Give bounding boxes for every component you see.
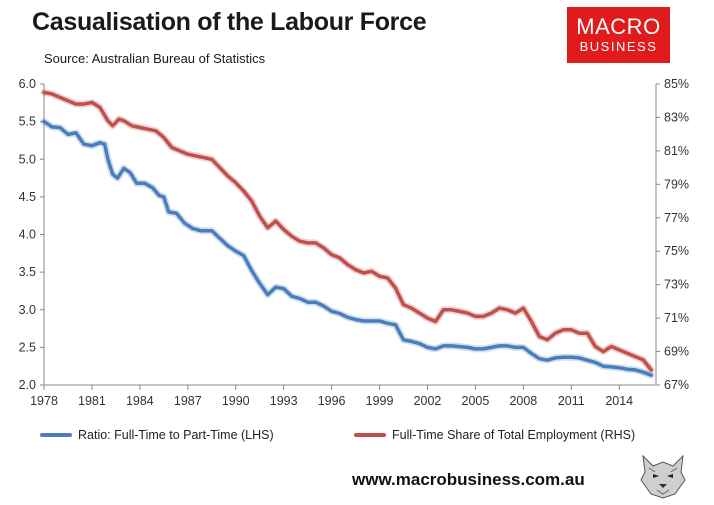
x-tick-label: 1978 [30, 394, 58, 408]
line-chart: 2.0 2.5 3.0 3.5 4.0 4.5 5.0 5.5 6.0 67% 69% 71% 73% 7… [19, 77, 689, 408]
y-right-tick-label: 85% [664, 77, 689, 91]
chart-legend: Ratio: Full-Time to Part-Time (LHS) Full… [0, 428, 714, 446]
x-tick-label: 1984 [126, 394, 154, 408]
x-tick-label: 1999 [366, 394, 394, 408]
y-left-tick-label: 5.5 [19, 115, 36, 129]
legend-swatch-ratio [40, 433, 72, 437]
chart-tick-labels: 2.0 2.5 3.0 3.5 4.0 4.5 5.0 5.5 6.0 67% 69% 71% 73% 7… [19, 77, 689, 408]
chart-axes [40, 83, 660, 390]
x-tick-label: 1996 [318, 394, 346, 408]
series-line-1 [42, 90, 653, 372]
legend-item-ratio: Ratio: Full-Time to Part-Time (LHS) [40, 428, 274, 442]
macrobusiness-logo: MACRO BUSINESS [567, 7, 670, 63]
y-right-tick-label: 83% [664, 110, 689, 124]
wolf-icon [637, 450, 689, 500]
y-right-tick-label: 79% [664, 177, 689, 191]
y-left-tick-label: 2.5 [19, 340, 36, 354]
logo-line-1: MACRO [576, 14, 661, 39]
chart-source: Source: Australian Bureau of Statistics [44, 51, 266, 66]
y-right-tick-label: 75% [664, 244, 689, 258]
x-tick-label: 1981 [78, 394, 106, 408]
legend-swatch-share [354, 433, 386, 437]
y-left-tick-label: 3.0 [19, 303, 36, 317]
y-left-tick-label: 4.5 [19, 190, 36, 204]
y-left-tick-label: 3.5 [19, 265, 36, 279]
x-tick-label: 2011 [558, 394, 585, 408]
x-tick-label: 1990 [222, 394, 250, 408]
y-left-tick-label: 2.0 [19, 378, 36, 392]
y-right-tick-label: 71% [664, 311, 689, 325]
chart-title: Casualisation of the Labour Force [32, 8, 427, 36]
logo-line-2: BUSINESS [579, 39, 658, 54]
y-right-tick-label: 81% [664, 144, 689, 158]
x-tick-label: 2008 [509, 394, 537, 408]
y-left-tick-label: 6.0 [19, 77, 36, 91]
x-tick-label: 2005 [462, 394, 490, 408]
y-right-tick-label: 69% [664, 345, 689, 359]
series-line-0 [42, 119, 653, 377]
y-left-tick-label: 5.0 [19, 152, 36, 166]
legend-item-share: Full-Time Share of Total Employment (RHS… [354, 428, 635, 442]
x-tick-label: 2014 [605, 394, 633, 408]
website-url: www.macrobusiness.com.au [352, 470, 585, 489]
chart-series [40, 88, 655, 379]
x-tick-label: 2002 [414, 394, 442, 408]
y-left-tick-label: 4.0 [19, 228, 36, 242]
x-tick-label: 1993 [270, 394, 298, 408]
y-right-tick-label: 67% [664, 378, 689, 392]
x-tick-label: 1987 [174, 394, 202, 408]
y-right-tick-label: 73% [664, 278, 689, 292]
legend-label-share: Full-Time Share of Total Employment (RHS… [392, 428, 636, 442]
legend-label-ratio: Ratio: Full-Time to Part-Time (LHS) [78, 428, 274, 442]
series-glow-0 [40, 118, 655, 379]
series-glow-1 [40, 88, 655, 374]
y-right-tick-label: 77% [664, 211, 689, 225]
